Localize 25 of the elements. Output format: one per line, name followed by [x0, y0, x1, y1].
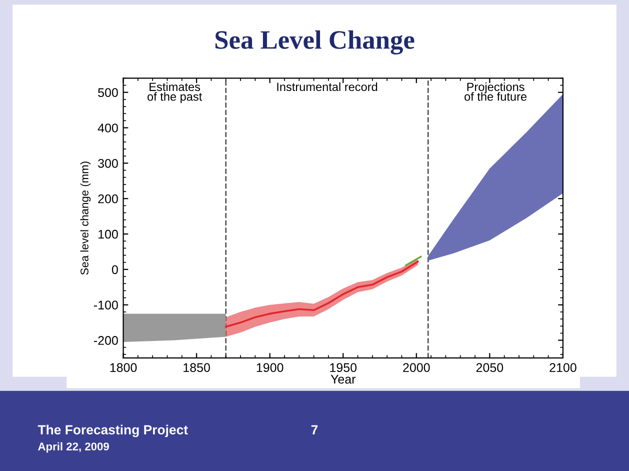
annotation: Estimates of the past — [148, 82, 202, 104]
x-axis-title: Year — [330, 374, 356, 384]
y-tick-label: 100 — [98, 230, 118, 239]
text: April 22, 2009 — [38, 442, 109, 453]
x-tick-label: 1900 — [256, 363, 284, 372]
x-tick-label: 2100 — [550, 363, 576, 372]
y-tick-label: 0 — [112, 265, 118, 274]
text: 7 — [311, 425, 318, 434]
x-tick-label: 1850 — [184, 363, 210, 372]
y-axis-title: Sea level change (mm) — [80, 162, 91, 275]
y-tick-label: 200 — [98, 194, 118, 204]
line-series — [224, 260, 419, 328]
annotation: Projections of the future — [464, 82, 527, 101]
text: The Forecasting Project — [38, 424, 188, 438]
y-tick-label: -100 — [94, 300, 118, 310]
y-tick-label: 500 — [98, 88, 118, 98]
x-tick-label: 2000 — [403, 363, 430, 372]
chart-title: Sea Level Change — [215, 30, 414, 54]
annotation: Instrumental record — [277, 82, 378, 92]
y-tick-label: -200 — [94, 336, 118, 345]
x-tick-label: 1950 — [330, 363, 357, 372]
x-tick-label: 1800 — [110, 363, 137, 372]
y-tick-label: 300 — [98, 158, 118, 168]
x-tick-label: 2050 — [476, 363, 504, 372]
y-tick-label: 400 — [98, 124, 118, 132]
